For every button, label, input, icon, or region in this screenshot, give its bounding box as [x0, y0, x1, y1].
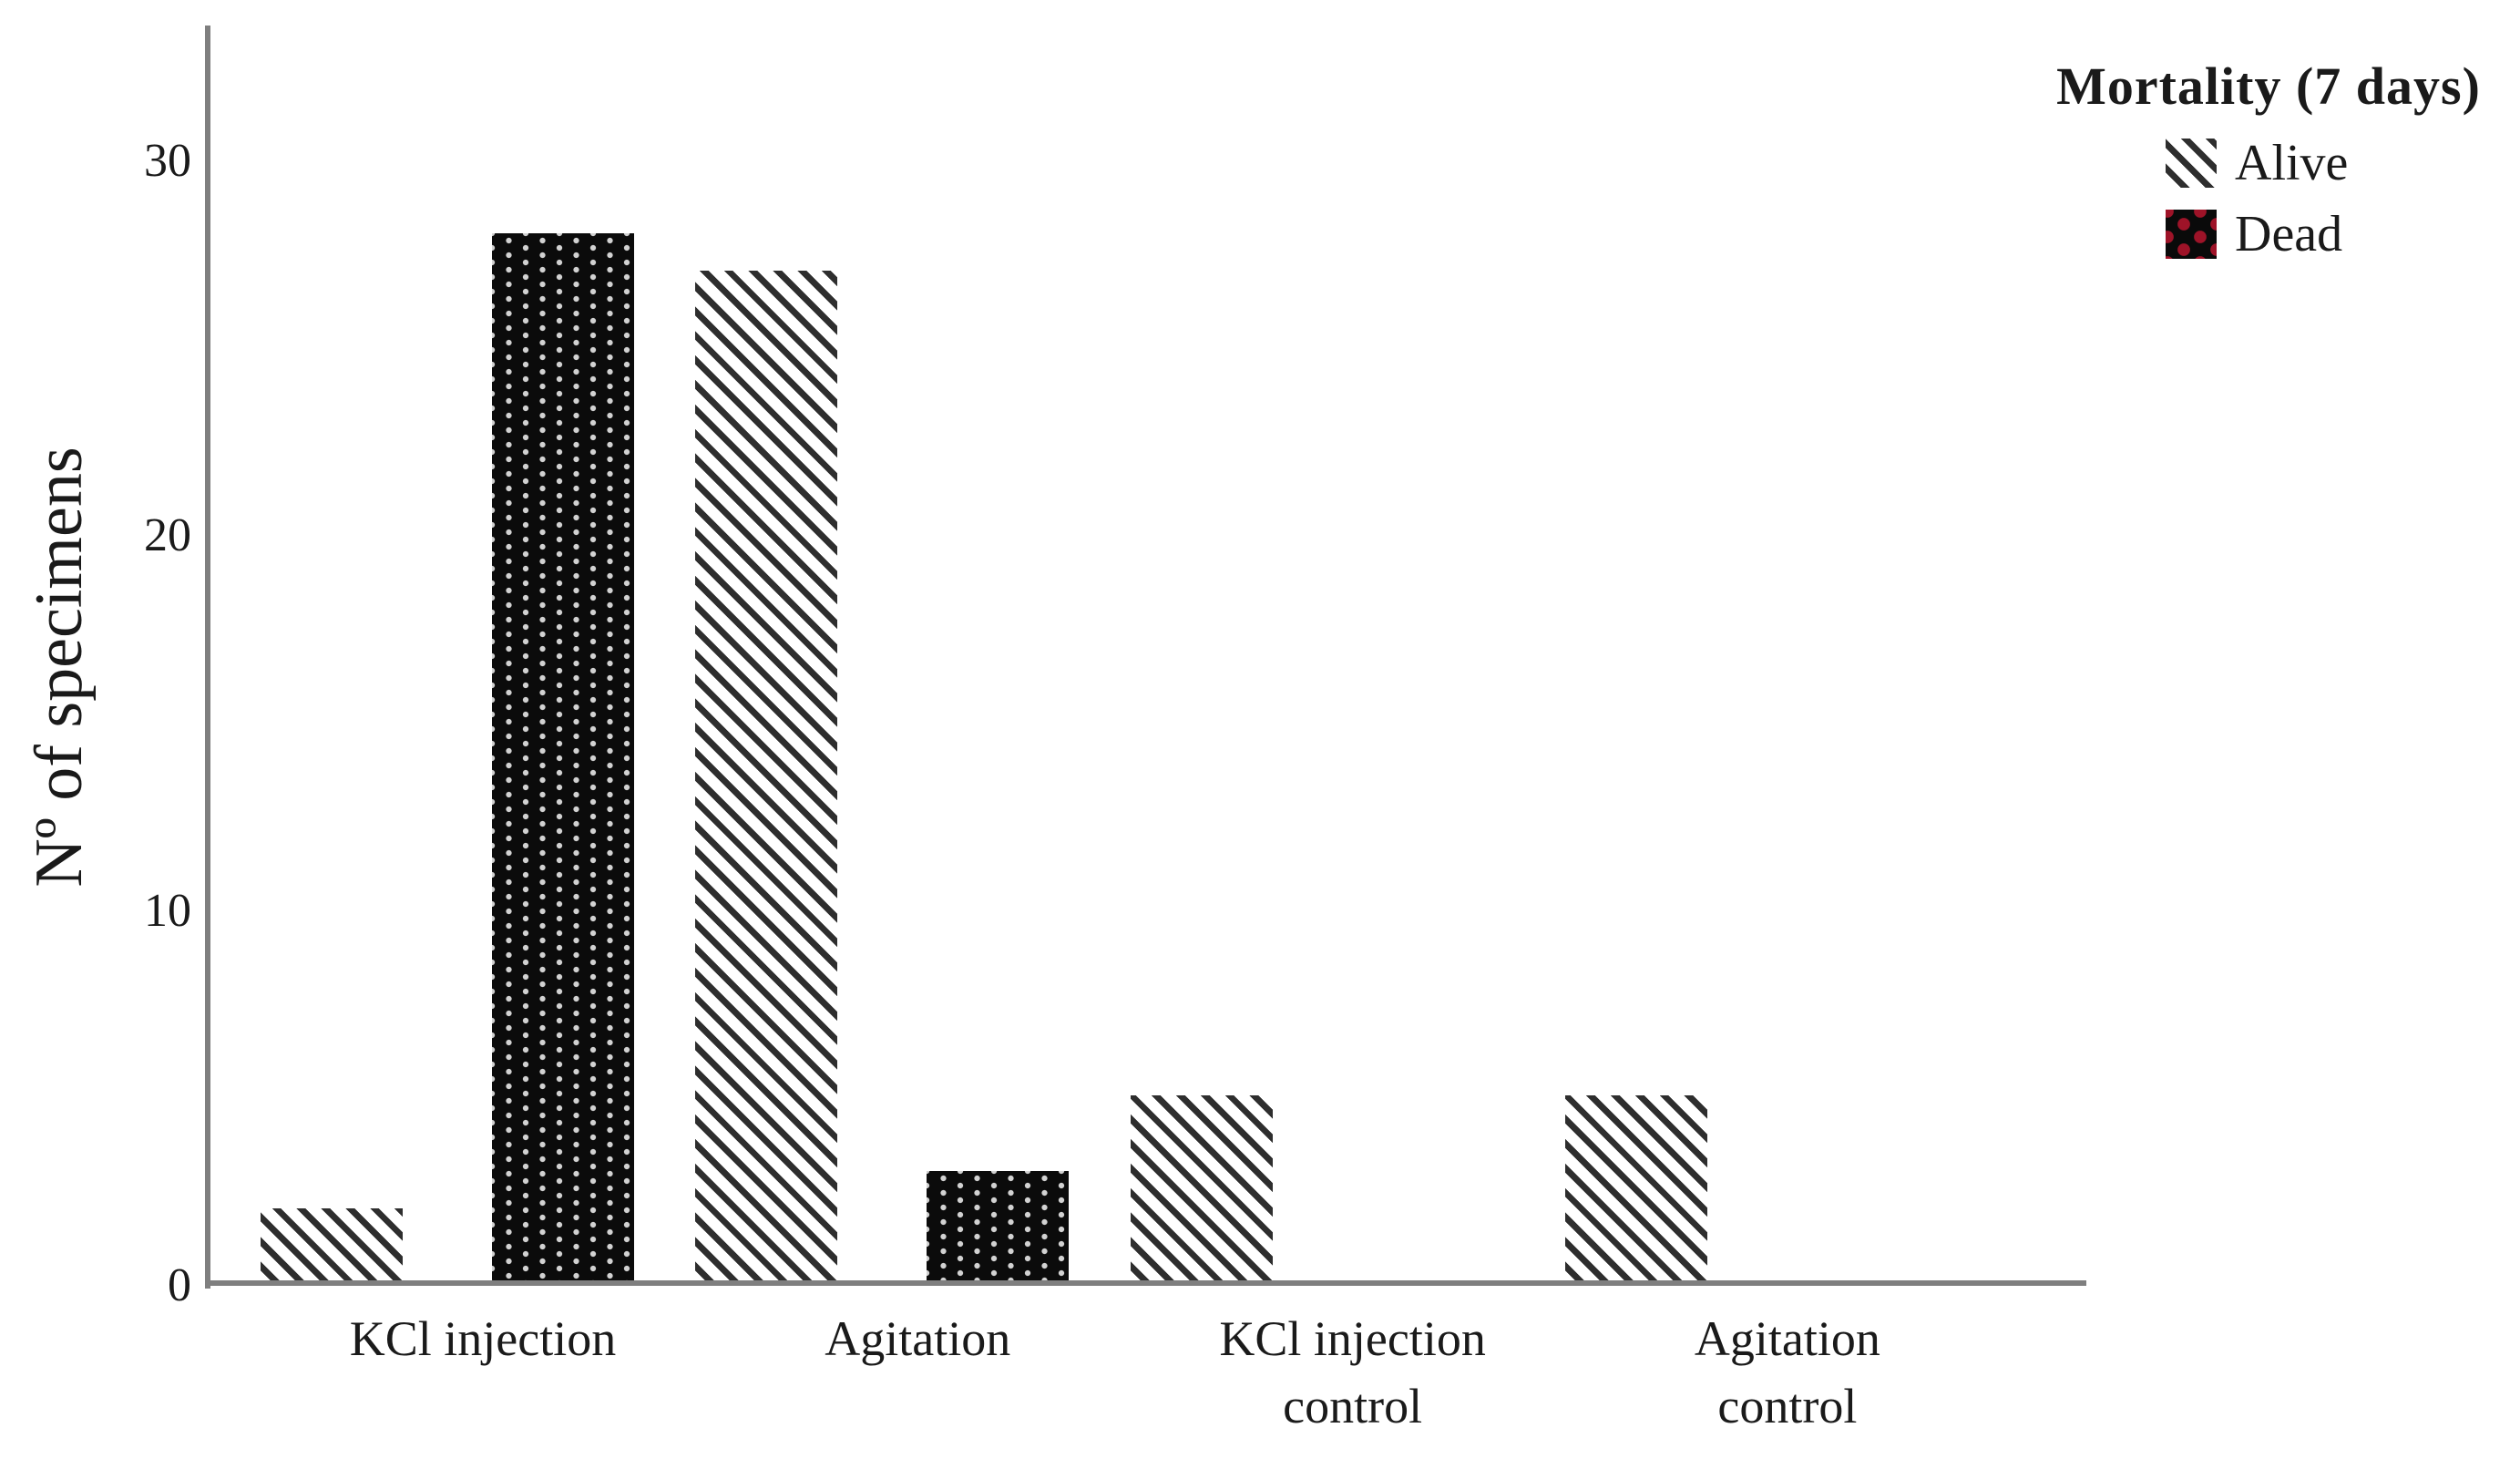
legend-label-alive: Alive	[2235, 135, 2349, 191]
y-tick-label-0: 0	[168, 1259, 191, 1311]
x-category-label: KCl injection	[349, 1311, 617, 1366]
dead-swatch-icon	[2166, 210, 2217, 259]
bar-alive-agitation-control	[1564, 1095, 1707, 1286]
y-axis-line	[205, 26, 210, 1289]
legend-item-alive: Alive	[2166, 137, 2520, 190]
bar-dead-kcl-injection	[492, 233, 634, 1286]
legend: Mortality (7 days) Alive Dead	[1995, 55, 2520, 261]
x-axis-line	[205, 1280, 2086, 1286]
y-tick-label-20: 20	[144, 509, 191, 562]
legend-title: Mortality (7 days)	[2056, 56, 2481, 116]
alive-swatch-icon	[2166, 139, 2217, 188]
legend-label-dead: Dead	[2235, 206, 2343, 262]
legend-item-dead: Dead	[2166, 208, 2520, 261]
y-axis-title: Nº of specimens	[22, 447, 97, 888]
bar-dead-agitation	[927, 1170, 1070, 1286]
bar-alive-agitation	[695, 271, 838, 1286]
bar-alive-kcl-injection-control	[1130, 1095, 1273, 1286]
x-category-label: Agitation control	[1694, 1311, 1880, 1433]
x-category-label: Agitation	[825, 1311, 1011, 1366]
x-category-label: KCl injection control	[1219, 1311, 1486, 1433]
y-tick-label-30: 30	[144, 135, 191, 188]
bar-alive-kcl-injection	[261, 1207, 403, 1286]
y-tick-label-10: 10	[144, 884, 191, 937]
